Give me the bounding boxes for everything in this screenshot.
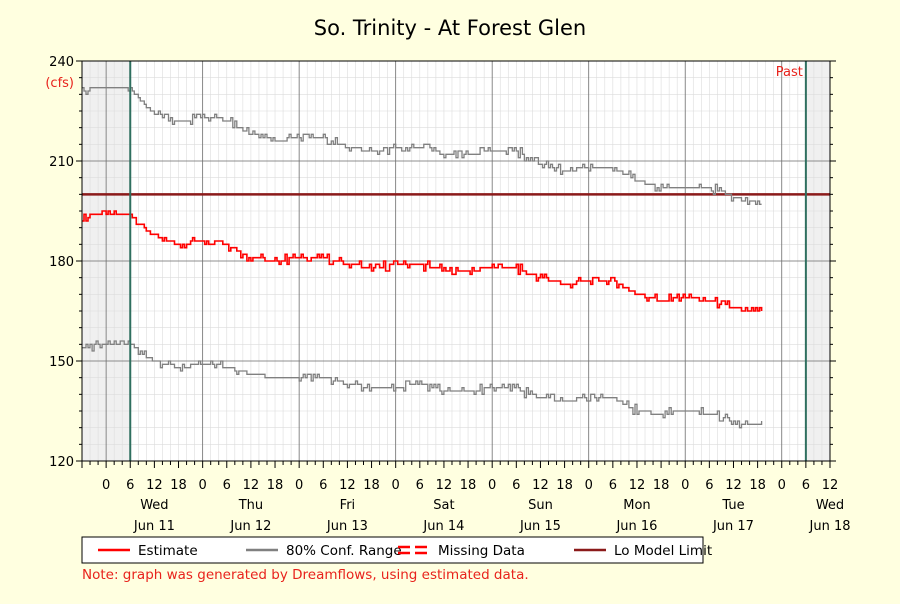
x-tick-label: 12	[532, 478, 549, 493]
x-tick-label: 0	[102, 478, 110, 493]
x-tick-label: 6	[126, 478, 134, 493]
y-tick-label: 240	[49, 55, 74, 70]
x-tick-label: 6	[512, 478, 520, 493]
day-weekday-label: Sun	[528, 498, 553, 513]
x-tick-label: 12	[146, 478, 163, 493]
x-tick-label: 12	[629, 478, 646, 493]
footnote: Note: graph was generated by Dreamflows,…	[82, 567, 529, 583]
x-tick-label: 18	[556, 478, 573, 493]
x-tick-label: 12	[243, 478, 260, 493]
x-tick-label: 18	[363, 478, 380, 493]
confidence-range-line	[82, 87, 762, 205]
confidence-range-line	[82, 340, 763, 429]
x-tick-label: 6	[416, 478, 424, 493]
day-date-label: Jun 15	[519, 519, 561, 534]
day-date-label: Jun 11	[133, 519, 175, 534]
legend-label: Estimate	[138, 543, 198, 559]
y-tick-label: 150	[49, 355, 74, 370]
x-tick-label: 0	[295, 478, 303, 493]
x-tick-label: 12	[436, 478, 453, 493]
x-tick-label: 12	[725, 478, 742, 493]
past-label: Past	[776, 65, 803, 80]
y-tick-label: 120	[49, 455, 74, 470]
day-date-label: Jun 14	[422, 519, 464, 534]
y-axis-label: (cfs)	[45, 76, 74, 91]
x-tick-label: 6	[705, 478, 713, 493]
x-tick-label: 6	[319, 478, 327, 493]
x-tick-label: 0	[681, 478, 689, 493]
x-tick-label: 0	[585, 478, 593, 493]
day-date-label: Jun 16	[615, 519, 657, 534]
legend-label: Missing Data	[438, 543, 525, 559]
x-tick-label: 18	[267, 478, 284, 493]
x-tick-label: 6	[802, 478, 810, 493]
legend: Estimate 80% Conf. Range Missing Data Lo Mo…	[81, 536, 712, 564]
chart-title: So. Trinity - At Forest Glen	[314, 16, 586, 40]
day-weekday-label: Mon	[623, 498, 650, 513]
x-tick-label: 12	[339, 478, 356, 493]
x-tick-label: 18	[749, 478, 766, 493]
x-tick-label: 6	[223, 478, 231, 493]
day-date-label: Jun 17	[712, 519, 754, 534]
x-tick-label: 18	[170, 478, 187, 493]
day-date-label: Jun 12	[229, 519, 271, 534]
day-weekday-label: Wed	[816, 498, 844, 513]
day-date-label: Jun 18	[809, 519, 851, 534]
x-tick-label: 6	[609, 478, 617, 493]
day-date-label: Jun 13	[326, 519, 368, 534]
x-tick-label: 0	[778, 478, 786, 493]
day-weekday-label: Tue	[721, 498, 744, 513]
x-tick-label: 0	[392, 478, 400, 493]
legend-label: Lo Model Limit	[614, 543, 712, 559]
x-tick-label: 18	[460, 478, 477, 493]
x-tick-label: 0	[199, 478, 207, 493]
day-weekday-label: Wed	[140, 498, 168, 513]
x-tick-label: 0	[488, 478, 496, 493]
estimate-series-line	[82, 210, 763, 312]
x-tick-label: 18	[653, 478, 670, 493]
day-weekday-label: Fri	[340, 498, 356, 513]
x-tick-label: 12	[822, 478, 839, 493]
y-tick-label: 180	[49, 255, 74, 270]
legend-label: 80% Conf. Range	[286, 543, 402, 559]
day-weekday-label: Thu	[238, 498, 263, 513]
y-tick-label: 210	[49, 155, 74, 170]
day-weekday-label: Sat	[433, 498, 454, 513]
